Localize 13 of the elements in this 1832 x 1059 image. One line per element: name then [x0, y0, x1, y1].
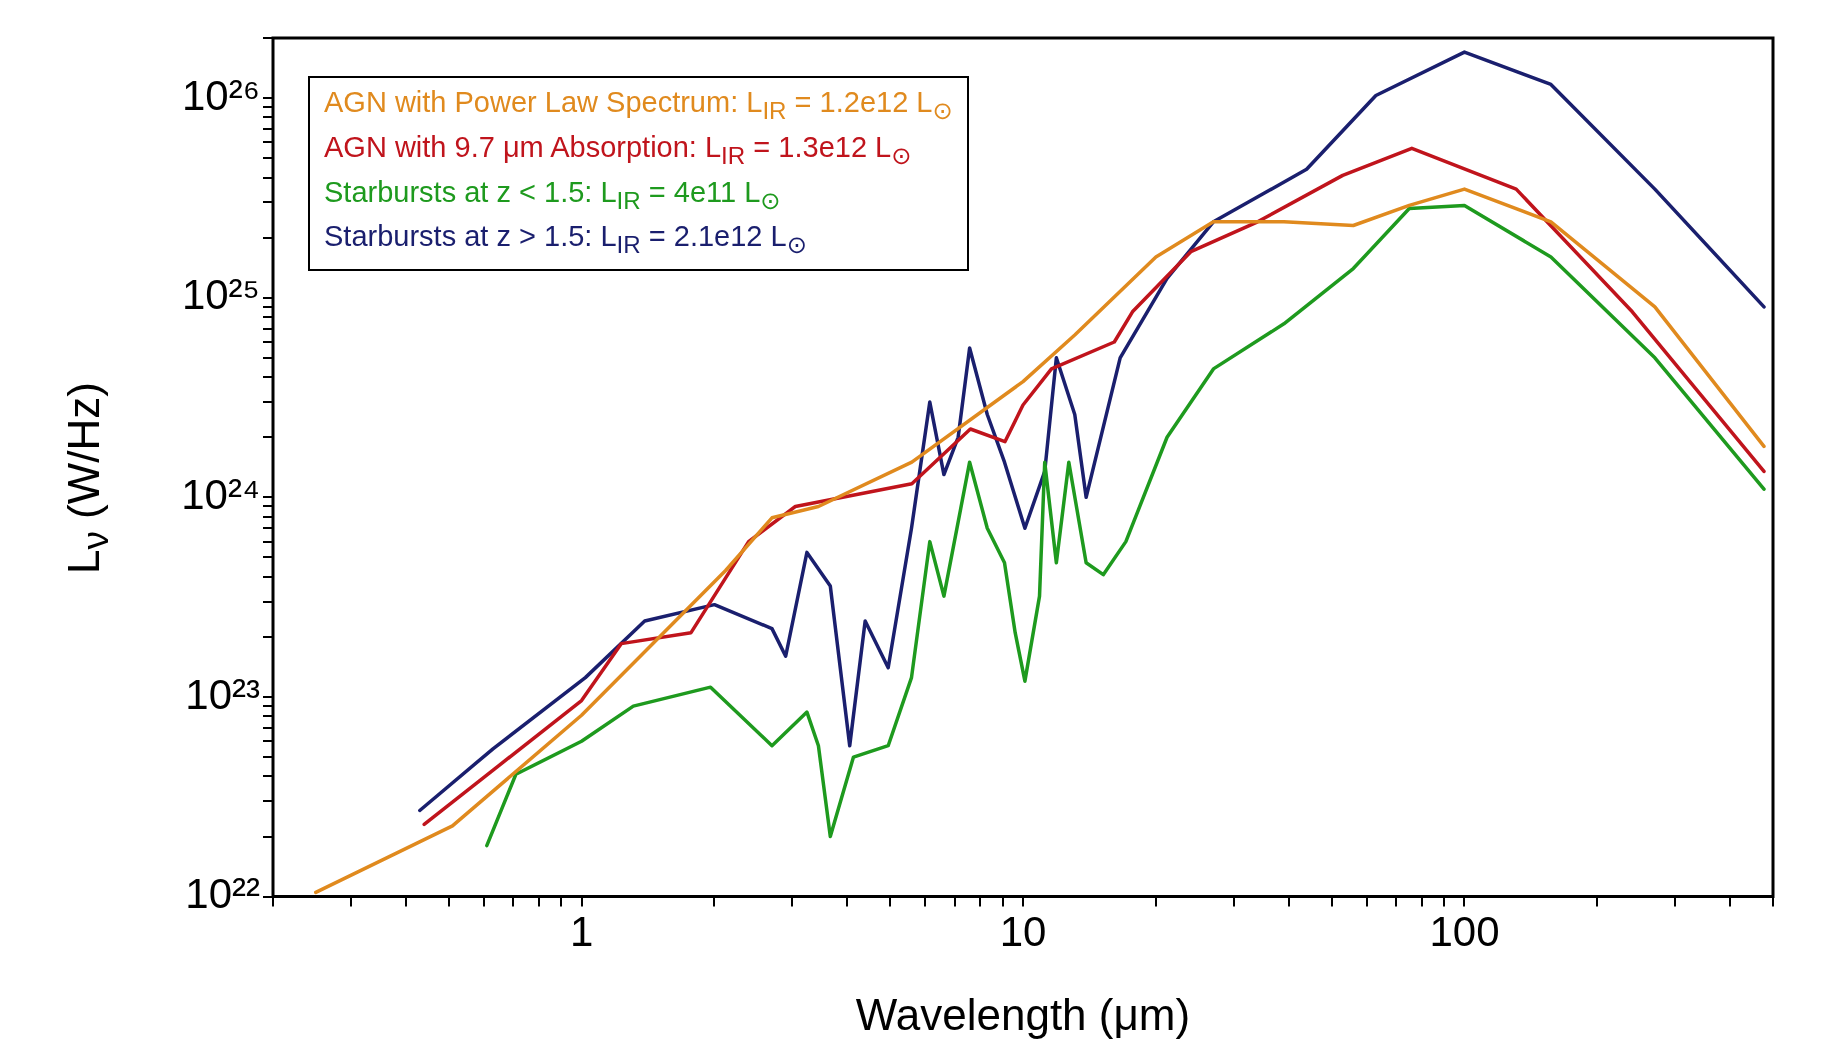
x-axis-title: Wavelength (μm) — [854, 990, 1192, 1040]
text: AGN with 9.7 μm Absorption: L$_{IR}$ = 1.3e12 L$_{⊙}$ — [324, 129, 913, 171]
x-tick-label: 1 — [569, 908, 594, 956]
text: Starbursts at z > 1.5: L$_{IR}$ = 2.1e12 L$_{⊙}$ — [324, 219, 808, 261]
x-tick-label: 10 — [999, 908, 1047, 956]
y-tick-label: 10²⁴ — [181, 470, 260, 518]
y-tick-label: 10²² — [185, 870, 260, 918]
y-tick-label: 10²³ — [185, 670, 260, 718]
x-tick-label: 100 — [1429, 908, 1500, 956]
text: AGN with Power Law Spectrum: L$_{IR}$ = 1.2e12 L$_{⊙}$ — [324, 85, 953, 126]
y-tick-label: 10²⁵ — [181, 271, 260, 319]
text: Starbursts at z < 1.5: L$_{IR}$ = 4e11 L$_{⊙}$ — [324, 174, 782, 216]
y-tick-label: 10²⁶ — [182, 71, 260, 119]
